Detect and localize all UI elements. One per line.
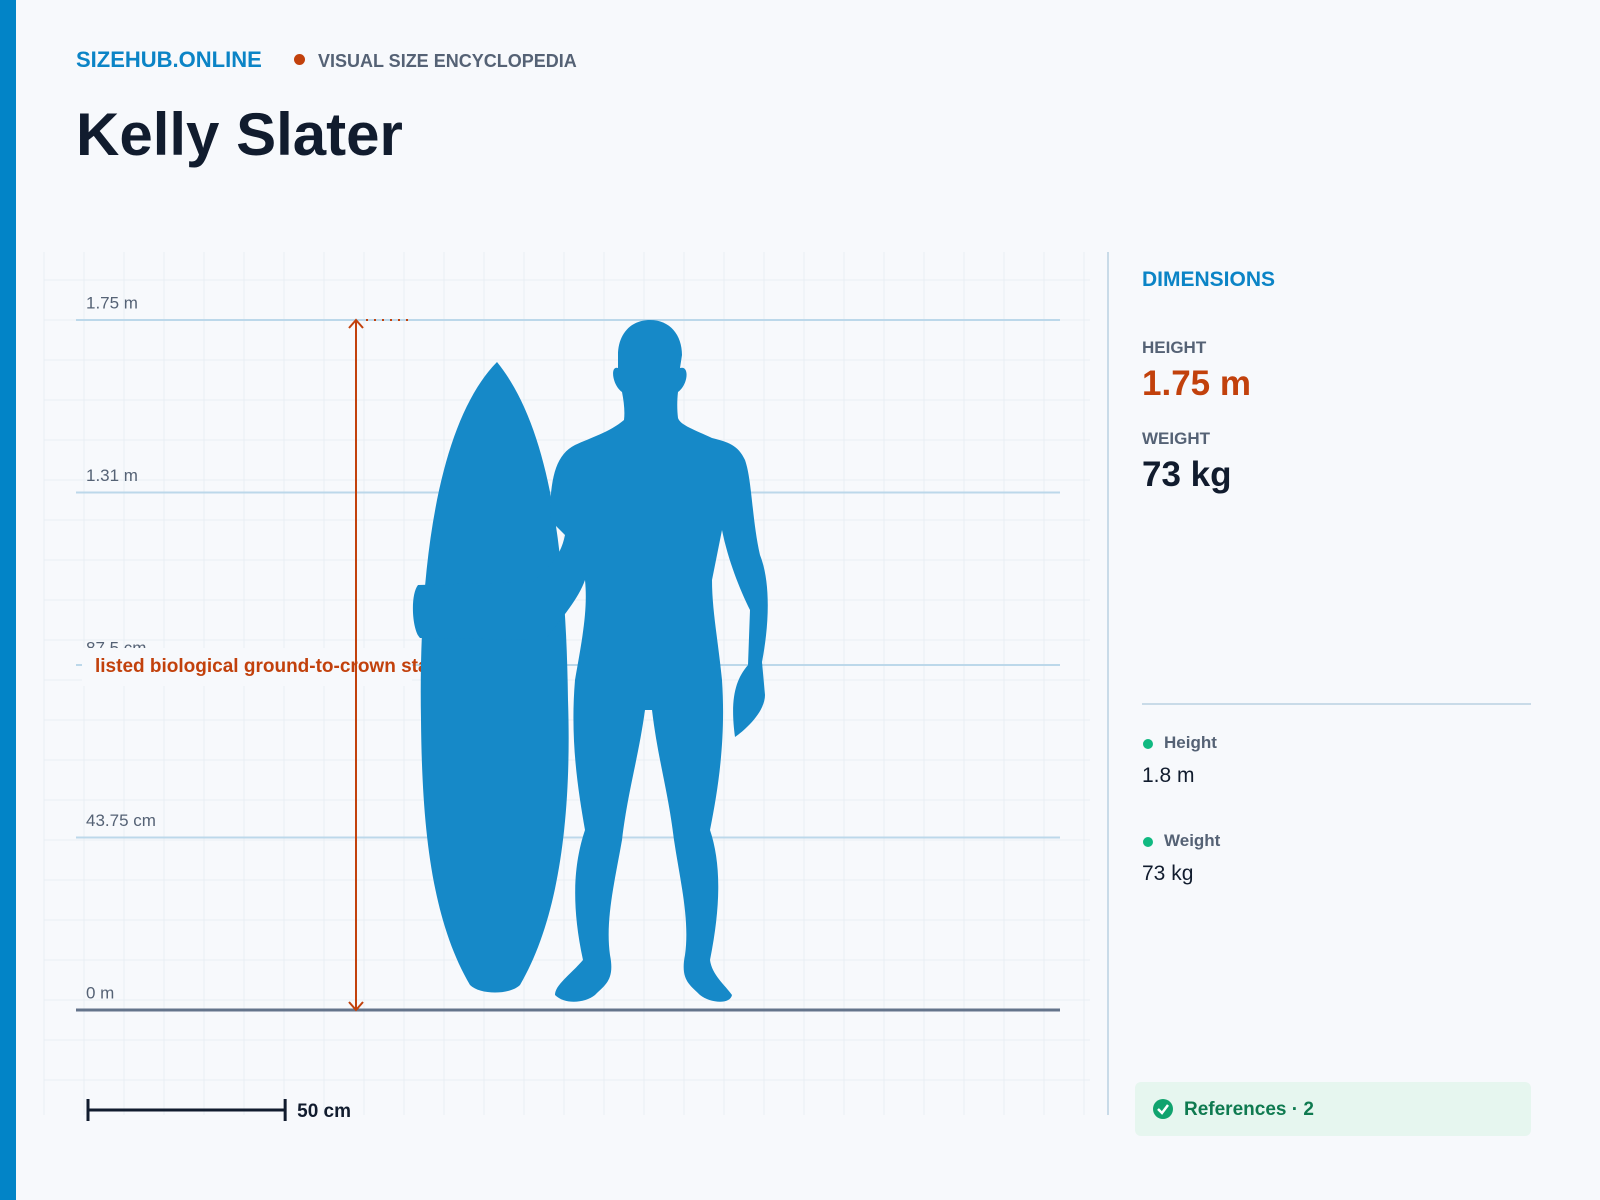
person-silhouette [412, 320, 768, 1002]
scale-bar-label: 50 cm [297, 1101, 351, 1122]
tick-label: 43.75 cm [86, 811, 156, 830]
brand[interactable]: SIZEHUB.ONLINE [76, 47, 262, 72]
stat-value: 1.75 m [1142, 364, 1251, 403]
separator [1142, 703, 1531, 705]
stat-label: HEIGHT [1142, 338, 1207, 357]
surfboard [420, 362, 569, 993]
source-label: Height [1164, 733, 1217, 752]
check-icon [1153, 1099, 1173, 1119]
stat-label: WEIGHT [1142, 429, 1210, 448]
source-label: Weight [1164, 831, 1221, 850]
stat-value: 73 kg [1142, 455, 1232, 494]
source-dot [1143, 739, 1153, 749]
references-box[interactable]: References · 2 [1135, 1082, 1531, 1136]
dot [294, 54, 305, 65]
tick-label: 1.31 m [86, 466, 138, 485]
annotation: listed biological ground-to-crown statur… [95, 656, 464, 677]
arrow-head [348, 318, 364, 1012]
sidebar-heading: DIMENSIONS [1142, 268, 1276, 291]
references[interactable]: References · 2 [1184, 1099, 1314, 1120]
source-value: 73 kg [1142, 862, 1194, 885]
title: Kelly Slater [76, 101, 403, 168]
source-value: 1.8 m [1142, 764, 1195, 787]
tagline: VISUAL SIZE ENCYCLOPEDIA [318, 51, 577, 71]
accent-bar [0, 0, 16, 1200]
source-dot [1143, 837, 1153, 847]
tick-label: 1.75 m [86, 293, 138, 312]
tick-label: 0 m [86, 983, 114, 1002]
